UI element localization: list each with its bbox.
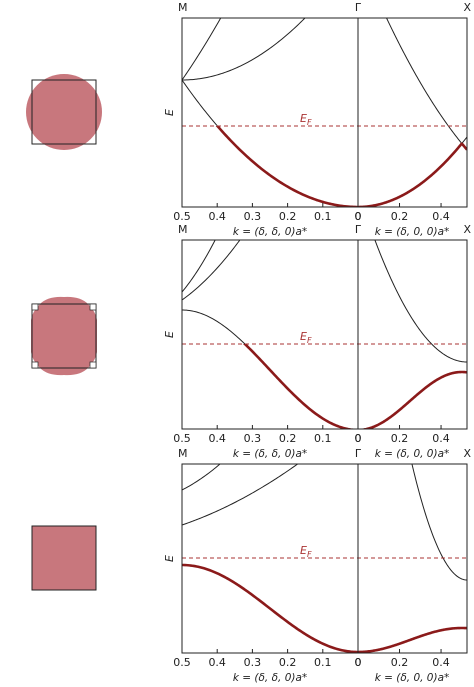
band xyxy=(358,143,467,207)
zone-square xyxy=(31,303,97,369)
point-label: X xyxy=(463,447,471,460)
occupied-band xyxy=(243,344,467,429)
x-tick-label: 0.4 xyxy=(208,656,226,669)
x-tick-label: 0.2 xyxy=(279,432,297,445)
x-axis-label: k = (δ, δ, 0)a* xyxy=(233,448,307,460)
zone-square xyxy=(31,525,97,591)
band xyxy=(385,18,467,144)
fermi-label-main: E xyxy=(300,330,307,343)
band xyxy=(182,240,241,301)
band xyxy=(182,79,359,207)
x-tick-label: 0.3 xyxy=(244,210,262,223)
corner-pocket xyxy=(89,303,97,311)
x-tick-label: 0.4 xyxy=(432,432,450,445)
band xyxy=(182,18,222,81)
fermi-label: EF xyxy=(300,112,312,127)
band xyxy=(182,240,216,293)
x-tick-label: 0.1 xyxy=(314,656,332,669)
y-axis-label: E xyxy=(163,331,176,338)
fermi-circle xyxy=(26,74,102,150)
band xyxy=(182,18,306,81)
point-label: M xyxy=(178,447,188,460)
point-label: X xyxy=(463,1,471,14)
corner-pocket xyxy=(31,303,39,311)
band-panel: EFM Γ XE0.5 0.4 0.3 0.2 0.1 00 0.2 0.4k = (δ, δ, … xyxy=(163,447,471,684)
point-label: M xyxy=(178,1,188,14)
x-tick-label: 0 xyxy=(355,210,362,223)
band xyxy=(182,464,221,491)
band xyxy=(364,371,467,429)
corner-pocket xyxy=(89,361,97,369)
x-tick-label: 0.1 xyxy=(314,210,332,223)
x-axis-label: k = (δ, 0, 0)a* xyxy=(375,226,450,238)
band xyxy=(374,240,467,363)
x-tick-label: 0.3 xyxy=(244,432,262,445)
x-tick-label: 0.2 xyxy=(391,432,409,445)
point-label: X xyxy=(463,223,471,236)
x-tick-label: 0.3 xyxy=(244,656,262,669)
x-tick-label: 0.5 xyxy=(173,210,191,223)
x-tick-label: 0.2 xyxy=(279,656,297,669)
plot-frame xyxy=(181,463,468,654)
x-tick-label: 0.5 xyxy=(173,432,191,445)
fermi-label-main: E xyxy=(300,112,307,125)
x-tick-label: 0 xyxy=(355,432,362,445)
fermi-label-sub: F xyxy=(307,550,312,559)
x-tick-label: 0 xyxy=(355,210,362,223)
corner-pocket xyxy=(31,361,39,369)
x-tick-label: 0.2 xyxy=(391,656,409,669)
x-axis-label: k = (δ, δ, 0)a* xyxy=(233,226,307,238)
fermi-surface-icon xyxy=(31,296,97,376)
zone-square xyxy=(31,79,97,145)
fermi-label: EF xyxy=(300,330,312,345)
point-label: M xyxy=(178,223,188,236)
fermi-surface-icon xyxy=(31,525,97,591)
occupied-band xyxy=(182,563,467,653)
point-label: Γ xyxy=(355,1,362,14)
fermi-surface-icon xyxy=(26,74,102,150)
x-tick-label: 0 xyxy=(355,656,362,669)
x-tick-label: 0.2 xyxy=(279,210,297,223)
y-axis-label: E xyxy=(163,109,176,116)
band-panel: EFM Γ XE0.5 0.4 0.3 0.2 0.1 00 0.2 0.4k = (δ, δ, … xyxy=(163,223,471,460)
point-label: Γ xyxy=(355,223,362,236)
x-tick-label: 0.1 xyxy=(314,432,332,445)
fermi-label-main: E xyxy=(300,544,307,557)
occupied-band xyxy=(215,126,467,207)
x-tick-label: 0 xyxy=(355,432,362,445)
x-axis-label: k = (δ, 0, 0)a* xyxy=(375,672,450,684)
plot-frame xyxy=(181,239,468,430)
x-axis-label: k = (δ, 0, 0)a* xyxy=(375,448,450,460)
y-axis-label: E xyxy=(163,555,176,562)
x-tick-label: 0.2 xyxy=(391,210,409,223)
plot-frame xyxy=(181,17,468,208)
band xyxy=(182,464,299,526)
band-panel: EFM Γ XE0.5 0.4 0.3 0.2 0.1 00 0.2 0.4k = (δ, δ, … xyxy=(163,1,471,238)
x-tick-label: 0.5 xyxy=(173,656,191,669)
fermi-label: EF xyxy=(300,544,312,559)
band xyxy=(411,464,467,581)
x-tick-label: 0.4 xyxy=(208,432,226,445)
x-tick-label: 0 xyxy=(355,656,362,669)
x-tick-label: 0.4 xyxy=(432,210,450,223)
fermi-label-sub: F xyxy=(307,118,312,127)
x-axis-label: k = (δ, δ, 0)a* xyxy=(233,672,307,684)
x-tick-label: 0.4 xyxy=(432,656,450,669)
x-tick-label: 0.4 xyxy=(208,210,226,223)
point-label: Γ xyxy=(355,447,362,460)
fermi-label-sub: F xyxy=(307,336,312,345)
fermi-blob xyxy=(31,296,97,376)
